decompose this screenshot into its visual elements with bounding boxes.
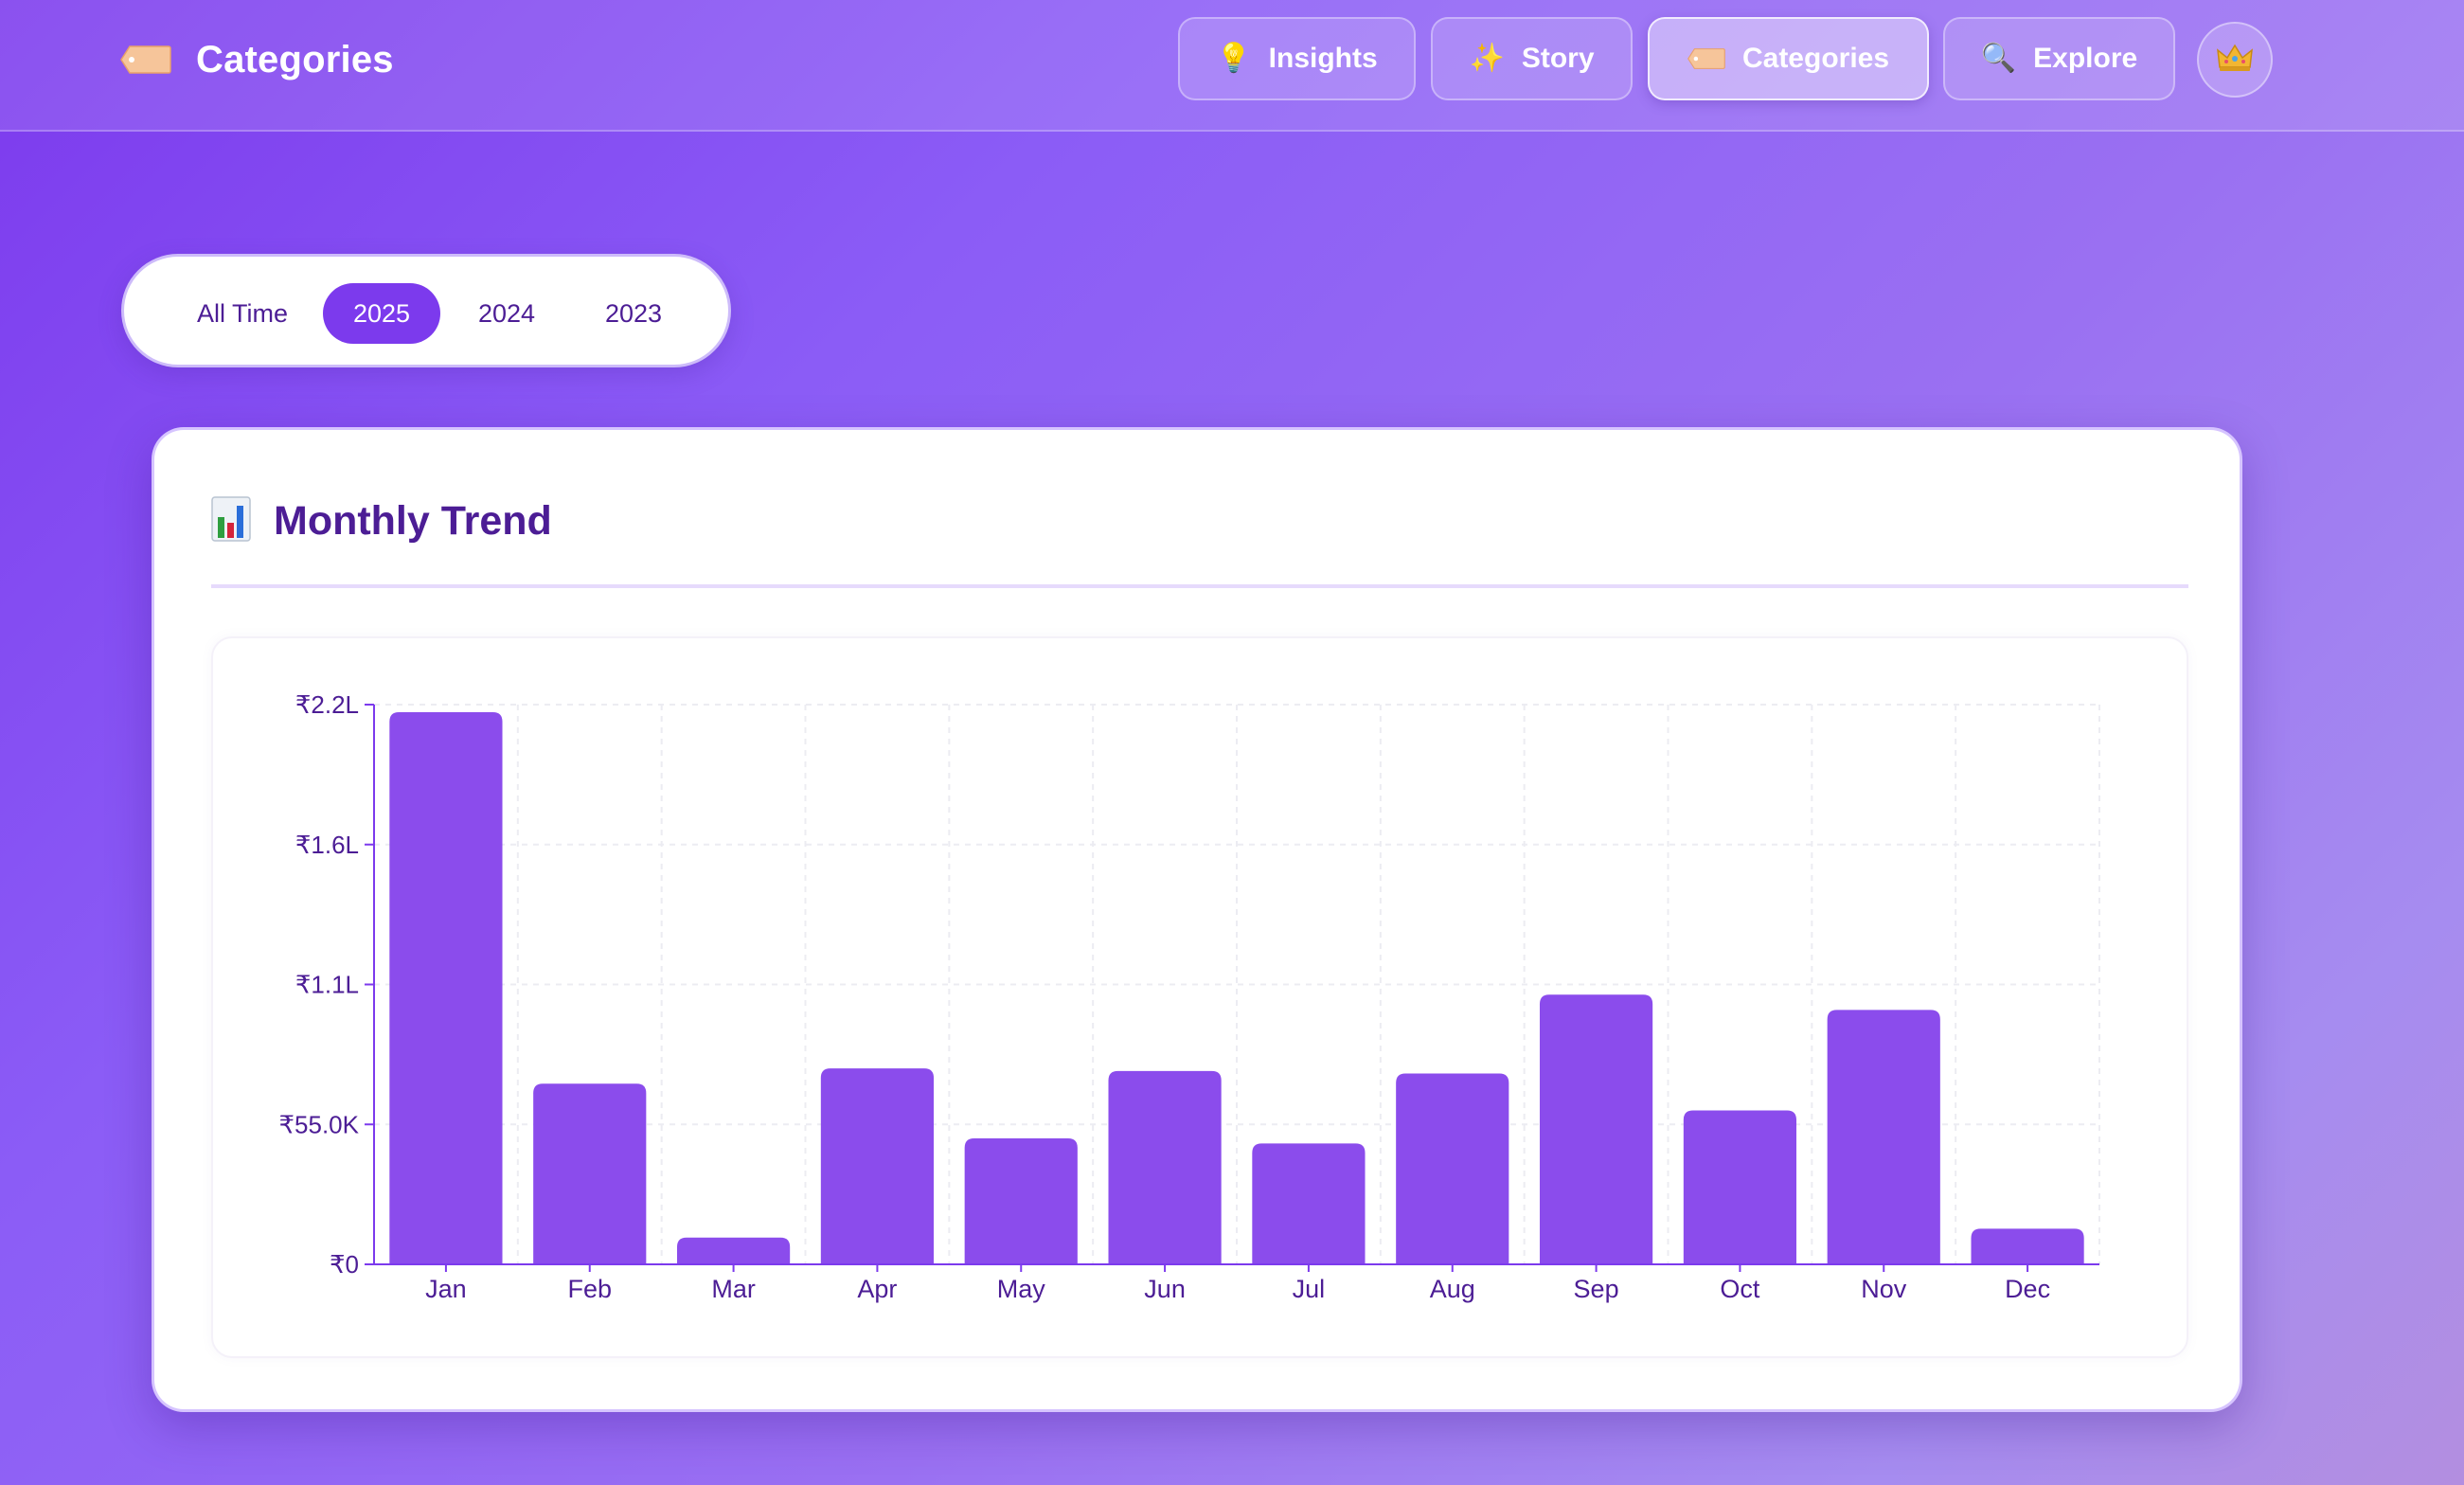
sparkles-icon: ✨ [1469,43,1505,74]
x-tick-label: Jan [425,1275,467,1303]
x-tick-label: Dec [2005,1275,2050,1303]
tag-icon [120,45,171,74]
bar-aug [1396,1073,1509,1264]
bar-chart-icon [211,496,251,546]
y-tick-label: ₹2.2L [295,690,359,719]
year-option-2025[interactable]: 2025 [323,283,440,344]
x-tick-label: Oct [1720,1275,1760,1303]
tag-icon [1687,47,1725,70]
page-title: Categories [196,38,394,81]
nav-explore-button[interactable]: 🔍 Explore [1943,17,2175,100]
bar-mar [676,1237,791,1264]
x-tick-label: May [997,1275,1046,1303]
bar-dec [1971,1228,2084,1264]
nav-explore-label: Explore [2033,43,2138,74]
bar-may [964,1138,1078,1264]
nav-insights-button[interactable]: 💡 Insights [1178,17,1416,100]
nav-story-label: Story [1521,43,1595,74]
card-title: Monthly Trend [274,498,552,544]
y-tick-label: ₹1.6L [295,831,359,859]
nav-insights-label: Insights [1268,43,1378,74]
brand: Categories [120,34,394,85]
magnifier-icon: 🔍 [1980,43,2017,74]
bar-jun [1108,1070,1222,1264]
monthly-trend-card: Monthly Trend ₹0 ₹55.0K ₹1.1L ₹1.6L ₹2.2L Jan… [152,427,2242,1412]
profile-button[interactable] [2197,22,2273,98]
bar-nov [1827,1010,1940,1264]
nav-story-button[interactable]: ✨ Story [1431,17,1633,100]
x-tick-label: Mar [711,1275,756,1303]
bar-jan [389,712,503,1264]
y-tick-label: ₹0 [330,1250,359,1279]
x-tick-label: Sep [1574,1275,1619,1303]
year-option-2024[interactable]: 2024 [477,298,536,328]
card-header: Monthly Trend [211,496,552,546]
x-tick-label: Aug [1430,1275,1475,1303]
year-option-all-time[interactable]: All Time [196,298,289,328]
crown-icon [2216,43,2254,78]
monthly-trend-chart: ₹0 ₹55.0K ₹1.1L ₹1.6L ₹2.2L Jan Feb Mar Apr May Ju… [279,690,2100,1303]
y-tick-label: ₹1.1L [295,971,359,999]
divider [211,584,2188,588]
x-tick-label: Jun [1144,1275,1186,1303]
lightbulb-icon: 💡 [1216,43,1252,74]
x-tick-label: Nov [1861,1275,1907,1303]
nav-categories-label: Categories [1741,43,1890,74]
bar-feb [533,1083,647,1264]
x-tick-label: Feb [567,1275,612,1303]
year-option-2023[interactable]: 2023 [604,298,663,328]
bar-jul [1252,1143,1366,1264]
chart-container: ₹0 ₹55.0K ₹1.1L ₹1.6L ₹2.2L Jan Feb Mar Apr May Ju… [211,636,2188,1358]
x-tick-label: Jul [1293,1275,1326,1303]
y-tick-label: ₹55.0K [279,1110,360,1138]
nav-categories-button[interactable]: Categories [1648,17,1929,100]
bar-sep [1539,994,1653,1264]
year-filter: All Time 2025 2024 2023 [121,254,731,367]
bar-oct [1683,1110,1797,1264]
bar-apr [820,1068,935,1264]
x-tick-label: Apr [857,1275,897,1303]
top-header: Categories 💡 Insights ✨ Story Categories… [0,0,2464,132]
